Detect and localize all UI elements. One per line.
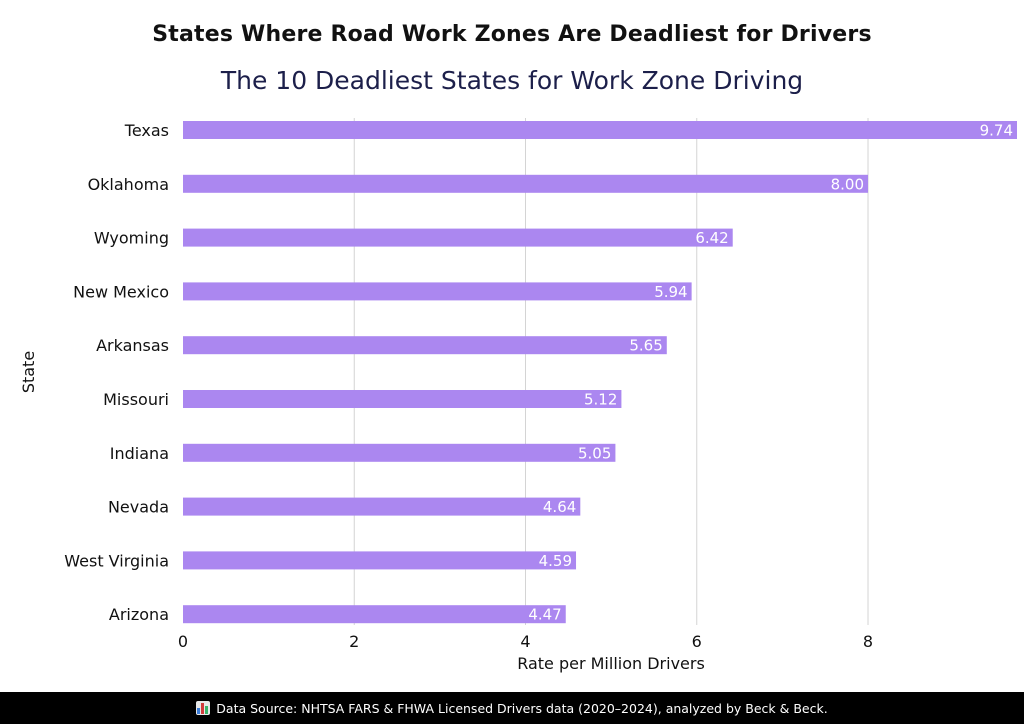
bar-value-label: 5.94	[654, 283, 687, 301]
bar-value-label: 4.47	[528, 606, 561, 624]
bar-value-label: 8.00	[831, 175, 864, 193]
category-label: Wyoming	[94, 229, 169, 248]
bar-value-label: 4.64	[543, 498, 576, 516]
bar-value-label: 5.12	[584, 391, 617, 409]
bar	[183, 551, 577, 570]
grid-lines	[353, 118, 869, 625]
bar	[183, 390, 622, 408]
category-label: Texas	[124, 121, 169, 140]
bar-chart: 9.74 8.00 6.42 5.94 5.65 5.12 5.05 4.64 4.59 4.47…	[19, 118, 1017, 673]
y-axis-title: State	[19, 351, 38, 393]
bar	[183, 605, 566, 624]
bar	[183, 282, 692, 301]
chart-subtitle: The 10 Deadliest States for Work Zone Dr…	[220, 66, 804, 95]
bar	[183, 228, 733, 247]
category-label: Nevada	[108, 498, 169, 517]
x-tick-label: 4	[520, 632, 530, 651]
category-label: Arizona	[109, 605, 169, 624]
footer-text: Data Source: NHTSA FARS & FHWA Licensed …	[216, 700, 828, 716]
x-tick-labels: 0 2 4 6 8	[178, 632, 873, 651]
category-label: New Mexico	[73, 282, 169, 301]
bar-value-label: 5.05	[578, 444, 611, 462]
category-label: Missouri	[103, 390, 169, 409]
bar-value-label: 5.65	[629, 337, 662, 355]
bar	[183, 443, 616, 462]
chart-title: States Where Road Work Zones Are Deadlie…	[152, 22, 872, 47]
bar	[183, 336, 667, 355]
bar-value-label: 6.42	[695, 229, 728, 247]
bar	[183, 174, 869, 193]
data-source-footer: Data Source: NHTSA FARS & FHWA Licensed …	[0, 692, 1024, 724]
category-label: Arkansas	[96, 336, 169, 355]
x-tick-label: 0	[178, 632, 188, 651]
x-axis-title: Rate per Million Drivers	[517, 654, 705, 673]
x-tick-label: 8	[863, 632, 873, 651]
bars: 9.74 8.00 6.42 5.94 5.65 5.12 5.05 4.64 4.59 4.47	[183, 121, 1017, 624]
bar-value-label: 4.59	[539, 552, 572, 570]
x-tick-label: 6	[692, 632, 702, 651]
bar	[183, 121, 1017, 139]
category-label: Oklahoma	[88, 175, 169, 194]
bar-chart-icon	[196, 701, 211, 715]
category-labels: Texas Oklahoma Wyoming New Mexico Arkansas Mi…	[64, 121, 169, 624]
category-label: Indiana	[110, 444, 169, 463]
bar	[183, 497, 581, 516]
x-tick-label: 2	[349, 632, 359, 651]
category-label: West Virginia	[64, 551, 169, 570]
bar-value-label: 9.74	[980, 122, 1013, 140]
